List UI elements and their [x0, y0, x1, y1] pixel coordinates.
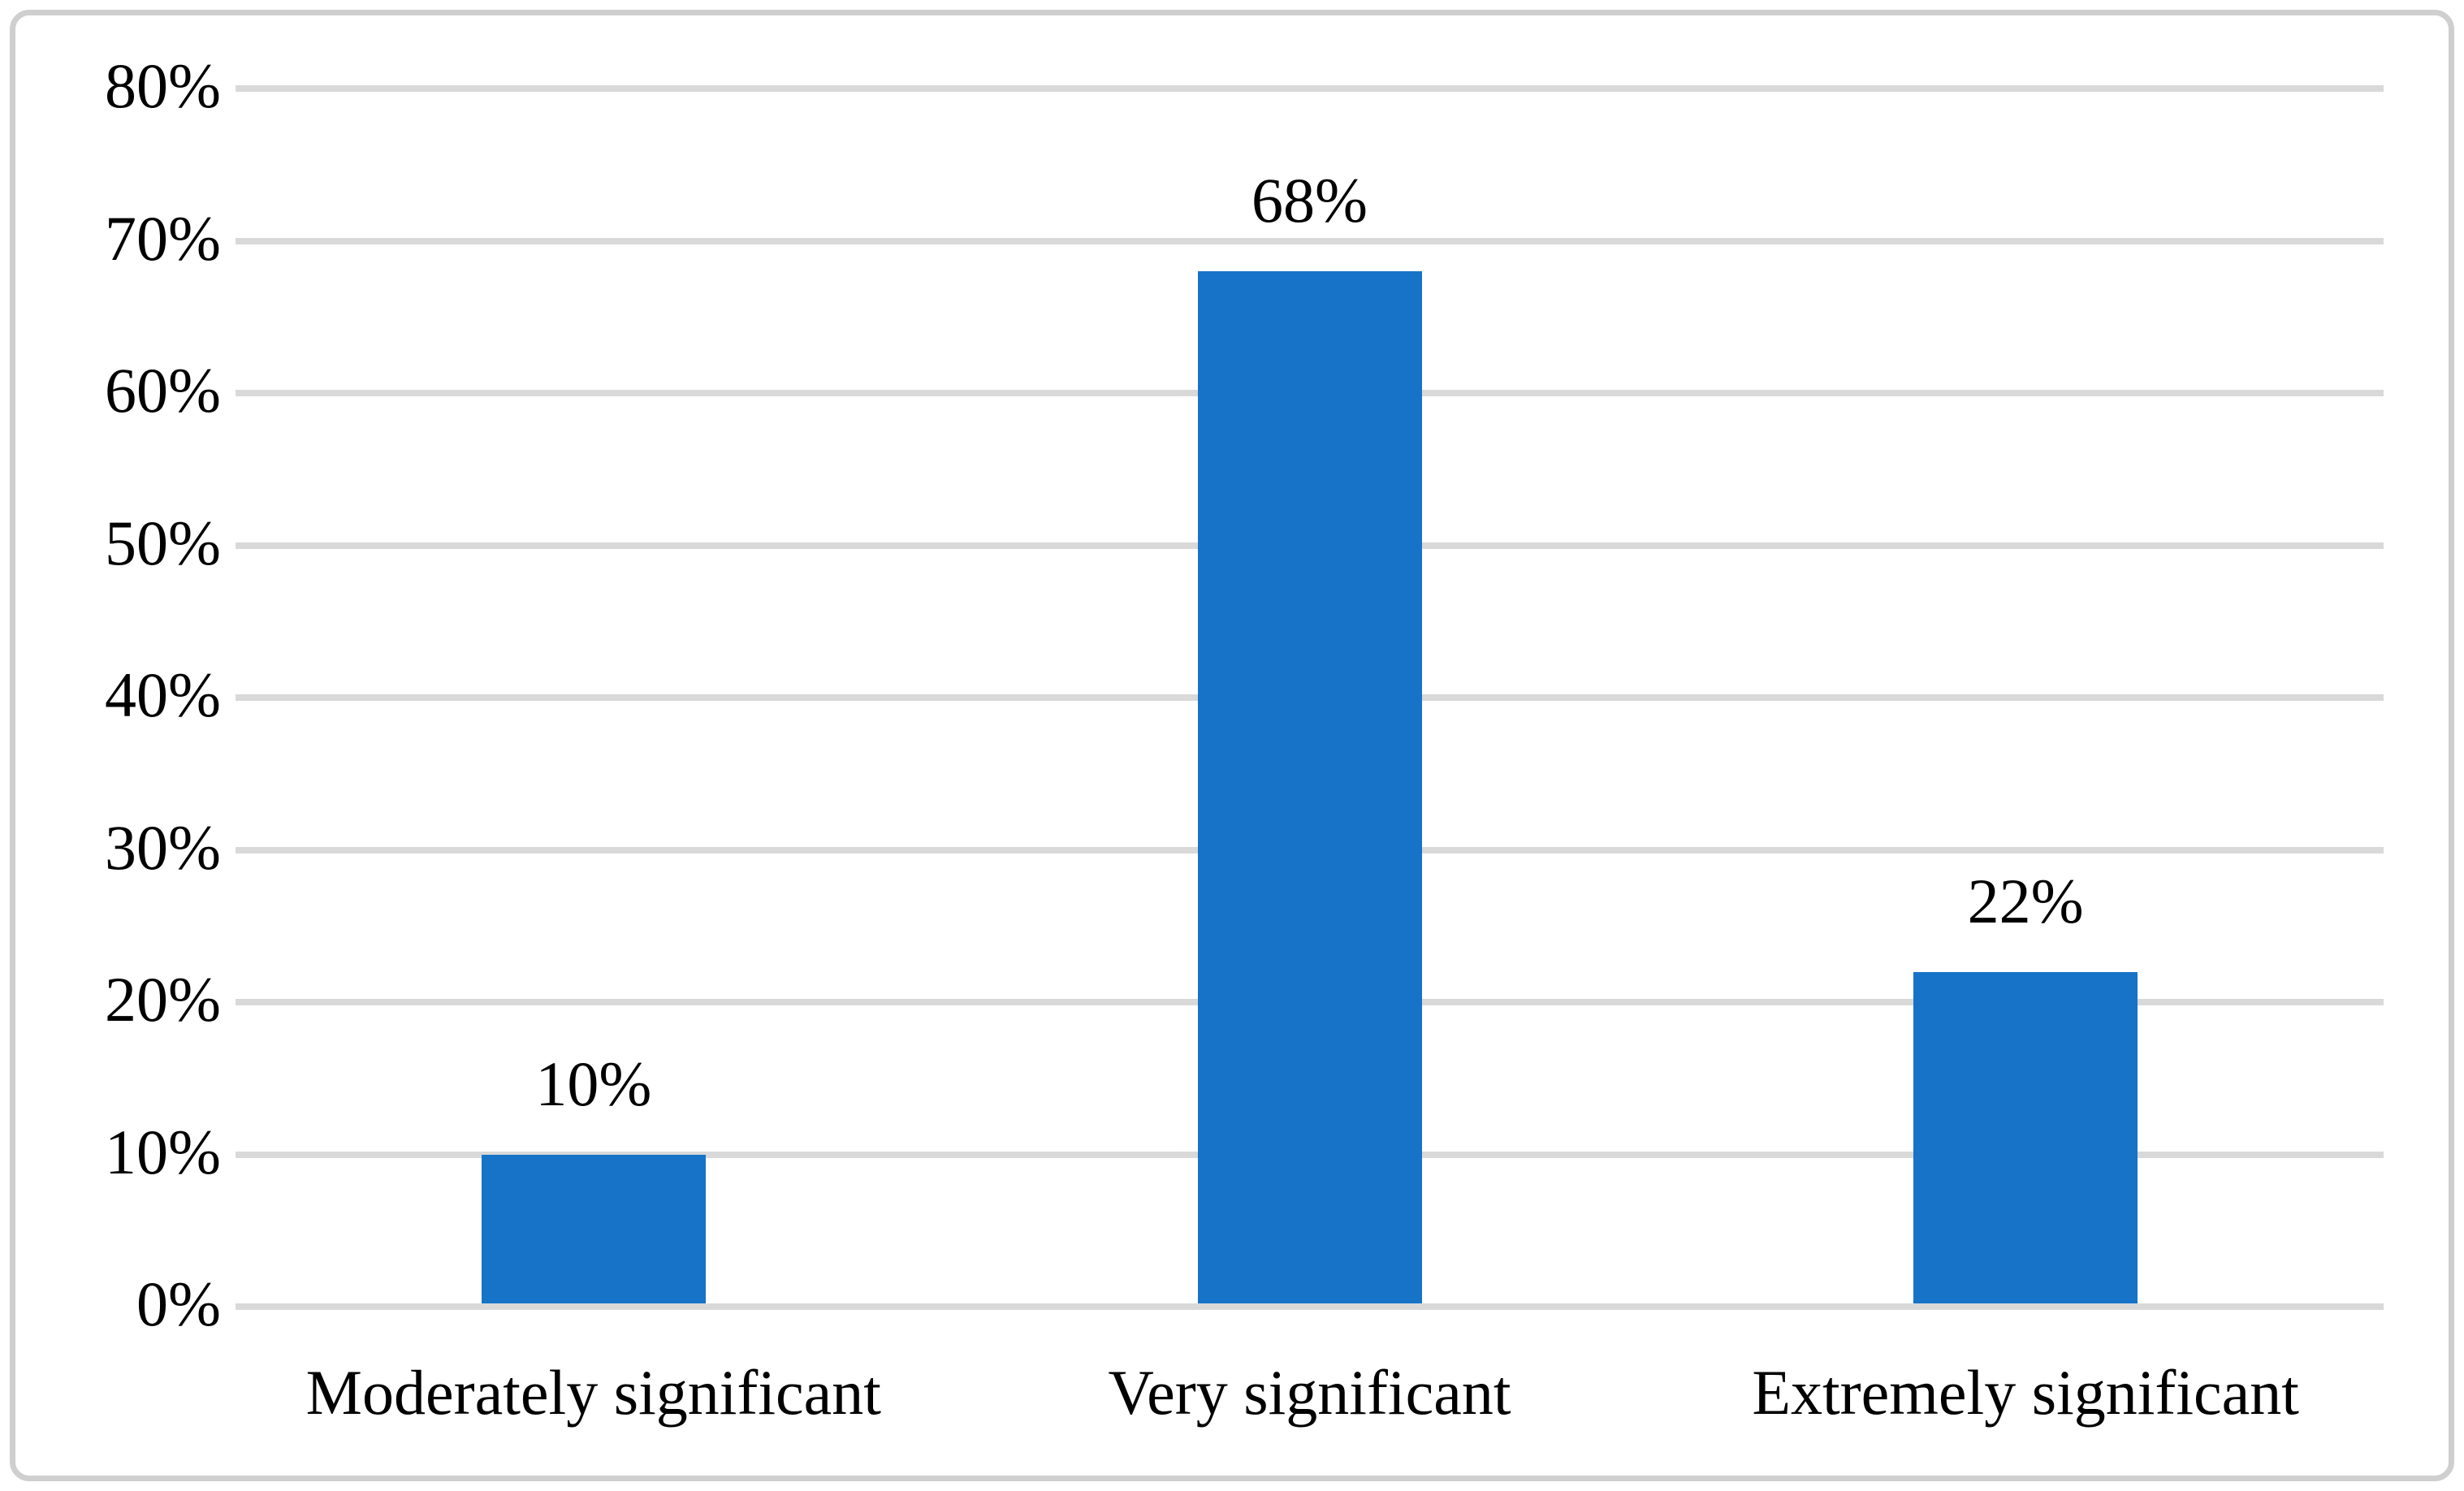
y-tick-label: 30% [105, 811, 221, 883]
y-tick-label: 20% [105, 964, 221, 1035]
y-tick-label: 40% [105, 659, 221, 730]
x-axis-line [236, 1303, 2384, 1310]
bar-moderately-significant [481, 1154, 706, 1307]
y-tick-label: 10% [105, 1116, 221, 1187]
bar-data-label: 10% [535, 1048, 652, 1119]
y-tick-label: 60% [105, 355, 221, 426]
gridline-70% [236, 237, 2384, 244]
y-tick-label: 70% [105, 202, 221, 274]
bar-data-label: 68% [1251, 165, 1368, 236]
gridline-80% [236, 85, 2384, 92]
y-tick-label: 50% [105, 507, 221, 578]
bar-very-significant [1197, 271, 1422, 1307]
category-label: Extremely significant [1752, 1357, 2299, 1428]
y-tick-label: 0% [136, 1268, 221, 1339]
category-label: Moderately significant [305, 1357, 881, 1428]
bar-extremely-significant [1913, 971, 2138, 1307]
plot-area: 0% 10% 20% 30% 40% 50% 60% 70% 80% 10% Moderately… [105, 54, 2384, 1424]
bar-data-label: 22% [1967, 865, 2084, 936]
y-tick-label: 80% [105, 50, 221, 121]
category-label: Very significant [1108, 1357, 1511, 1428]
